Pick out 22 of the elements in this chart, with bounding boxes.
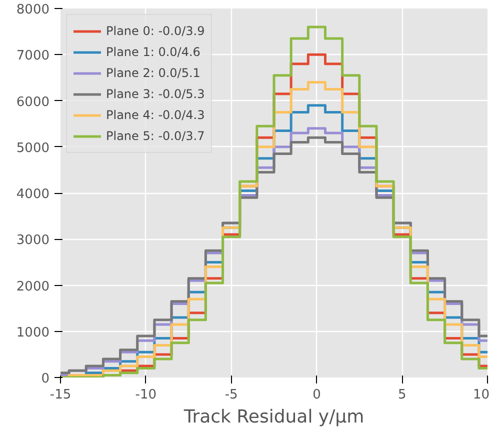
- legend-label: Plane 2: 0.0/5.1: [106, 66, 200, 80]
- x-tick-label: 10: [472, 388, 489, 402]
- y-tick-label: 5000: [16, 140, 50, 156]
- x-tick-label: -5: [224, 388, 238, 402]
- y-tick-label: 6000: [16, 94, 50, 110]
- x-tick-label: -15: [50, 388, 72, 402]
- legend-label: Plane 3: -0.0/5.3: [106, 87, 205, 101]
- x-tick-label: 0: [312, 388, 321, 402]
- x-tick-label: 5: [398, 388, 406, 402]
- y-tick-label: 8000: [16, 2, 50, 18]
- x-axis-title: Track Residual y/μm: [182, 406, 364, 428]
- x-tick-label: -10: [135, 388, 157, 402]
- legend-label: Plane 1: 0.0/4.6: [106, 45, 200, 59]
- y-tick-label: 7000: [16, 48, 50, 64]
- y-tick-label: 2000: [16, 279, 50, 294]
- y-tick-label: 4000: [16, 187, 50, 202]
- legend-label: Plane 4: -0.0/4.3: [106, 108, 205, 122]
- y-tick-label: 1000: [16, 325, 50, 340]
- y-tick-label: 3000: [16, 233, 50, 248]
- y-tick-label: 0: [41, 372, 50, 386]
- legend-label: Plane 0: -0.0/3.9: [106, 24, 205, 38]
- legend-label: Plane 5: -0.0/3.7: [106, 129, 205, 143]
